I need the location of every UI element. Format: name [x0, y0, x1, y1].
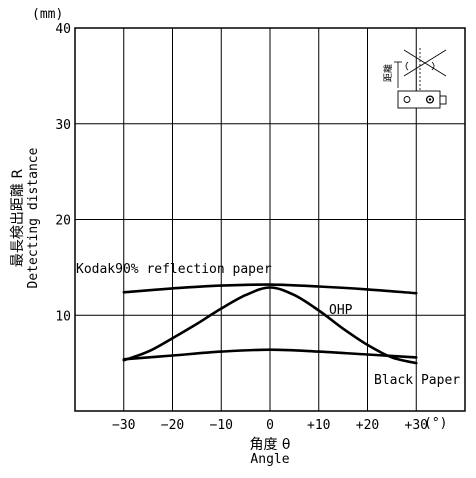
inset-angle-arc-left	[405, 61, 409, 71]
y-axis-title-en: Detecting distance	[26, 147, 41, 288]
x-unit-label: (°)	[424, 416, 447, 431]
series-label-ohp: OHP	[329, 303, 353, 318]
x-axis-title-en: Angle	[250, 452, 289, 467]
series-line-ohp	[122, 286, 418, 365]
y-tick-label-3: 40	[55, 22, 71, 37]
y-tick-label-1: 20	[55, 214, 71, 229]
x-tick-label-2: −10	[210, 418, 233, 433]
x-tick-label-4: +10	[307, 418, 330, 433]
plot-frame	[74, 27, 466, 412]
sensor-tab	[439, 95, 447, 105]
series-line-kodak-90-reflection-paper	[122, 283, 418, 295]
inset-distance-label: 距離	[382, 64, 394, 82]
series-label-black: Black Paper	[374, 373, 460, 388]
inset-cross-line-b	[403, 49, 447, 77]
x-tick-label-6: +30	[405, 418, 428, 433]
x-tick-label-5: +20	[356, 418, 379, 433]
y-unit-label: (mm)	[32, 7, 63, 22]
y-tick-label-2: 30	[55, 118, 71, 133]
sensor-receiver-dot	[428, 98, 432, 101]
x-tick-label-0: −30	[112, 418, 135, 433]
series-line-black-paper	[122, 348, 418, 361]
inset-angle-arc-right	[431, 61, 435, 71]
x-axis-title-jp: 角度 θ	[249, 437, 290, 453]
series-lines	[122, 283, 418, 365]
grid-lines	[75, 28, 465, 411]
y-tick-label-0: 10	[55, 309, 71, 324]
tick-labels: −30 −20 −10 0 +10 +20 +30 10 20 30 40	[55, 22, 428, 433]
x-tick-label-3: 0	[266, 418, 274, 433]
x-tick-label-1: −20	[161, 418, 184, 433]
y-axis-title-jp: 最長検出距離 R	[9, 169, 26, 267]
y-axis-title: 最長検出距離 R Detecting distance	[9, 147, 41, 288]
sensor-emitter	[403, 96, 411, 103]
sensor-diagram-inset: 距離	[382, 48, 447, 109]
series-label-kodak: Kodak90% reflection paper	[76, 262, 272, 277]
